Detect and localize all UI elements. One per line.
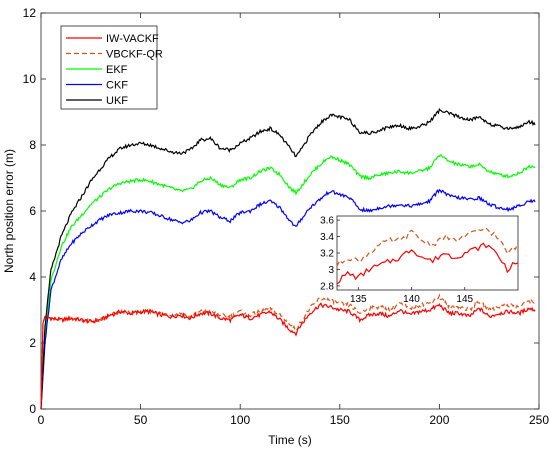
x-axis-label: Time (s) — [268, 433, 312, 447]
inset-frame — [336, 215, 519, 291]
y-tick-label: 4 — [29, 270, 36, 284]
legend: IW-VACKF VBCKF-QR EKF CKF UKF — [60, 25, 163, 110]
y-tick-label: 12 — [23, 6, 37, 20]
inset-plot: 135 140 145 2.8 3 3.2 3.4 3.6 — [320, 215, 519, 305]
inset-y-tick-label: 3.4 — [320, 232, 334, 243]
legend-label: IW-VACKF — [106, 33, 159, 45]
y-tick-label: 10 — [23, 72, 37, 86]
inset-y-tick-label: 3.2 — [320, 249, 334, 260]
series-line-iw-vackf — [40, 302, 536, 410]
legend-label: EKF — [106, 64, 128, 76]
legend-label: CKF — [106, 80, 128, 92]
y-tick-label: 0 — [29, 402, 36, 416]
inset-x-tick-label: 140 — [403, 294, 420, 305]
series-line-ukf — [40, 107, 536, 410]
series-line-ckf — [40, 188, 536, 410]
y-axis-label: North position error (m) — [2, 149, 16, 273]
legend-label: UKF — [106, 95, 128, 107]
inset-series-line-vbckf-qr — [336, 227, 519, 267]
x-tick-label: 150 — [330, 413, 350, 427]
y-tick-label: 8 — [29, 138, 36, 152]
inset-x-tick-label: 135 — [350, 294, 367, 305]
inset-x-tick-label: 145 — [456, 294, 473, 305]
y-tick-label: 6 — [29, 204, 36, 218]
series-line-ekf — [40, 154, 536, 410]
inset-y-tick-label: 3.6 — [320, 216, 334, 227]
x-tick-label: 100 — [230, 413, 250, 427]
series-line-vbckf-qr — [40, 293, 536, 410]
y-tick-label: 2 — [29, 336, 36, 350]
x-tick-label: 250 — [529, 413, 549, 427]
legend-label: VBCKF-QR — [106, 49, 163, 61]
x-tick-label: 0 — [38, 413, 45, 427]
x-tick-label: 200 — [429, 413, 449, 427]
inset-y-tick-label: 3 — [328, 265, 334, 276]
legend-box — [60, 25, 158, 110]
inset-series-line-iw-vackf — [336, 242, 519, 285]
x-tick-label: 50 — [134, 413, 148, 427]
inset-y-tick-label: 2.8 — [320, 281, 334, 292]
